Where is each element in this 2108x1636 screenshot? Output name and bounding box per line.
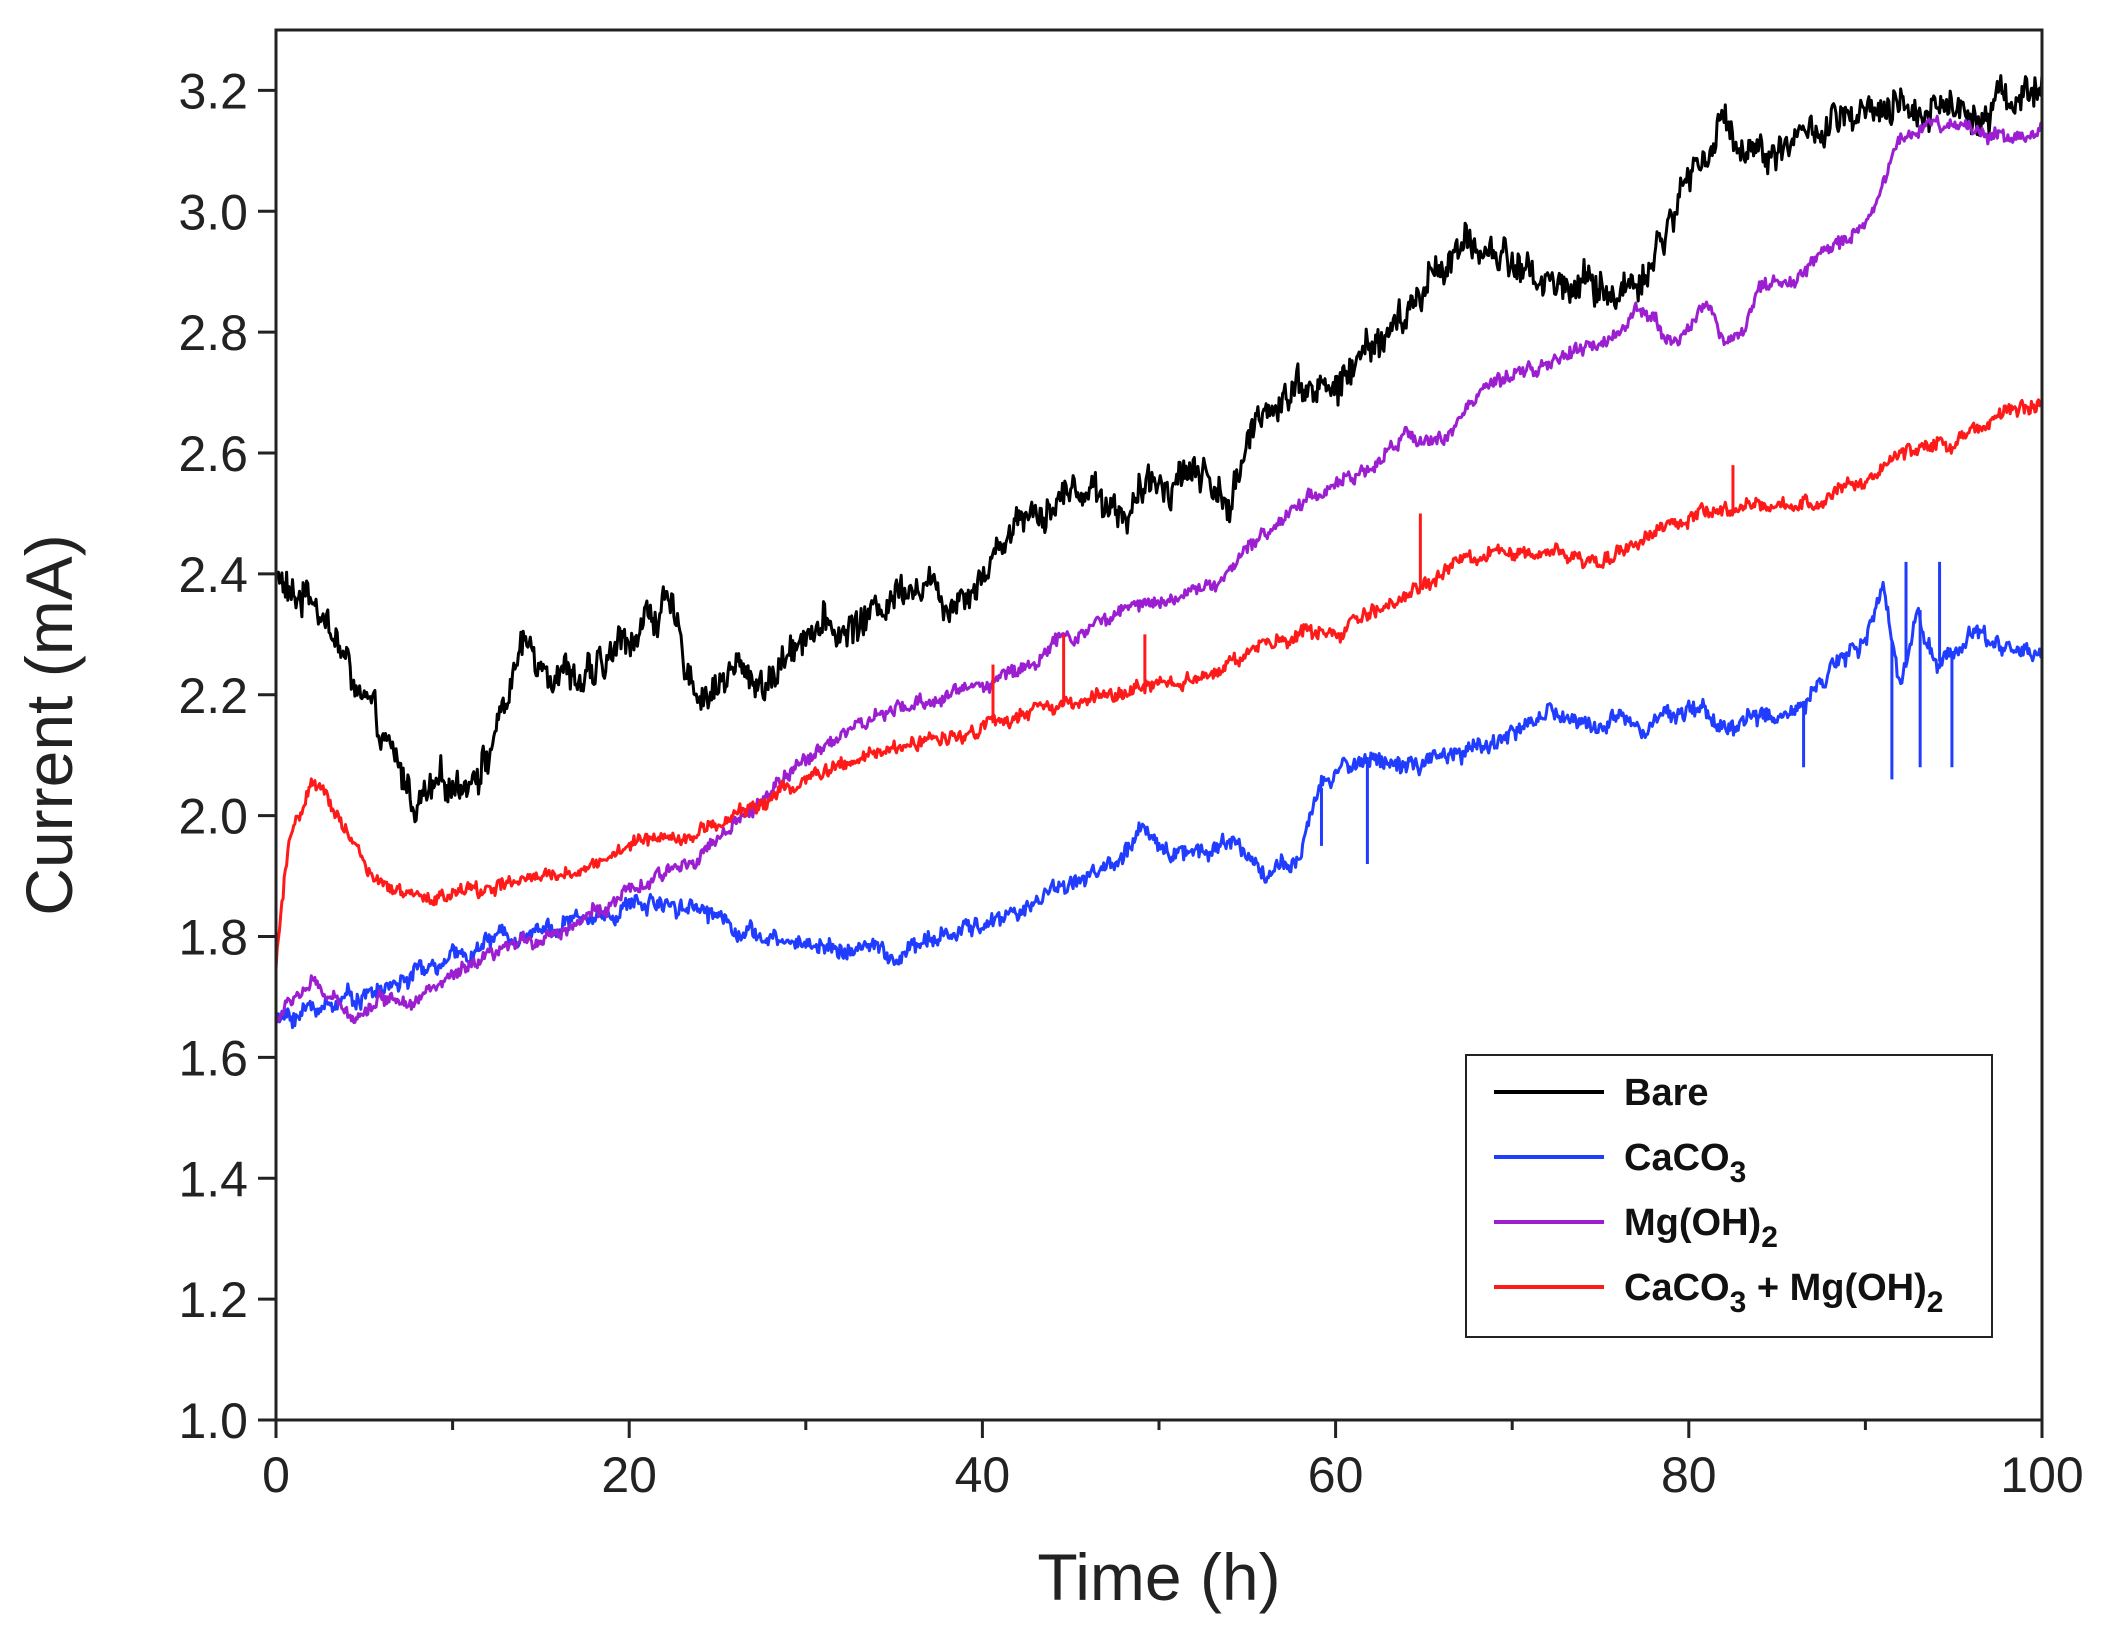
series-layer: [274, 74, 2044, 1030]
legend-label: Bare: [1624, 1072, 1709, 1114]
x-tick-label: 40: [955, 1447, 1011, 1503]
legend-label: CaCO3 + Mg(OH)2: [1624, 1267, 1943, 1319]
y-axis-label: Current (mA): [12, 534, 86, 915]
y-axis: 1.0 1.2 1.4 1.6 1.8 2.0 2.2 2.4 2.6 2.8 3.0 3.2: [178, 63, 276, 1449]
x-tick-label: 100: [2000, 1447, 2083, 1503]
y-tick-label: 1.0: [178, 1393, 248, 1449]
legend: Bare CaCO3 Mg(OH)2 CaCO3 + Mg(OH)2: [1465, 1054, 1993, 1338]
y-tick-label: 2.0: [178, 789, 248, 845]
series-line: [274, 398, 2044, 969]
y-tick-label: 1.4: [178, 1151, 248, 1207]
x-tick-label: 20: [601, 1447, 657, 1503]
y-tick-label: 2.2: [178, 668, 248, 724]
y-tick-label: 1.6: [178, 1030, 248, 1086]
legend-items: Bare CaCO3 Mg(OH)2 CaCO3 + Mg(OH)2: [1494, 1072, 1943, 1319]
y-tick-label: 2.8: [178, 305, 248, 361]
x-tick-label: 0: [262, 1447, 290, 1503]
legend-label: Mg(OH)2: [1624, 1202, 1778, 1254]
x-axis: 0 20 40 60 80 100: [262, 1420, 2084, 1503]
legend-box: [1465, 1054, 1993, 1338]
x-tick-label: 80: [1661, 1447, 1717, 1503]
x-tick-label: 60: [1308, 1447, 1364, 1503]
y-tick-label: 2.4: [178, 547, 248, 603]
legend-label: CaCO3: [1624, 1137, 1746, 1189]
series-line: [274, 74, 2044, 824]
series-line: [274, 580, 2044, 1030]
y-tick-label: 3.2: [178, 63, 248, 119]
y-tick-label: 1.2: [178, 1272, 248, 1328]
y-tick-label: 3.0: [178, 184, 248, 240]
series-line: [274, 114, 2044, 1024]
x-axis-label: Time (h): [1037, 1540, 1280, 1614]
y-tick-label: 2.6: [178, 426, 248, 482]
y-tick-label: 1.8: [178, 910, 248, 966]
